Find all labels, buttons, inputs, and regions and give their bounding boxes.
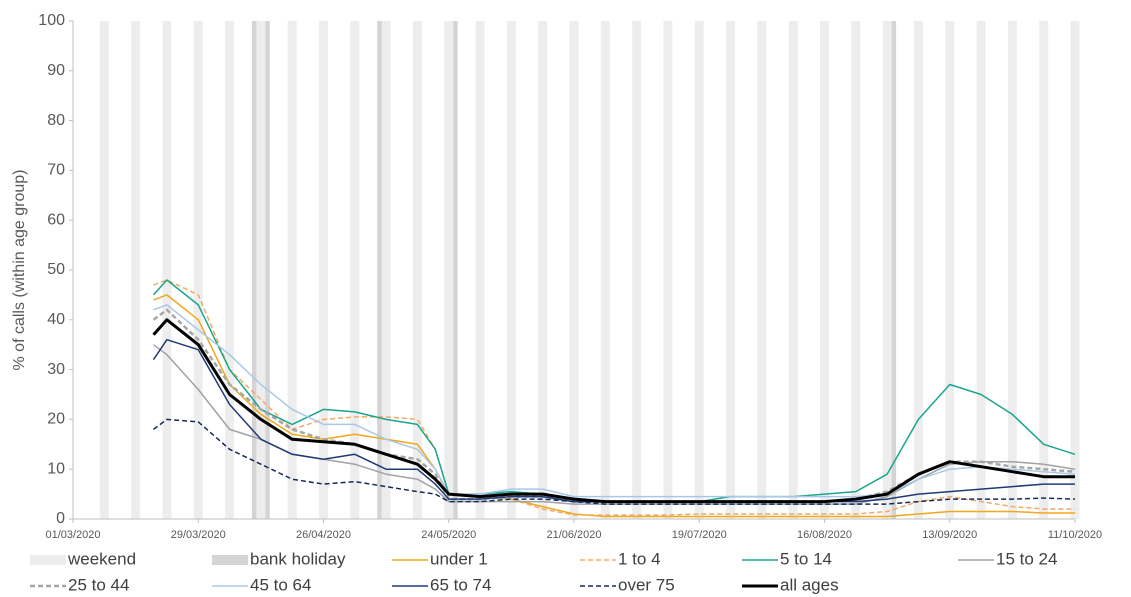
legend-label: under 1	[430, 549, 488, 568]
shade-band	[694, 21, 704, 519]
shade-band	[453, 21, 458, 519]
shade-band	[976, 21, 986, 519]
shade-band	[1039, 21, 1049, 519]
shade-band	[99, 21, 109, 519]
y-tick-label: 10	[47, 460, 65, 477]
shade-band	[569, 21, 579, 519]
shade-band	[1007, 21, 1017, 519]
shade-band	[377, 21, 382, 519]
y-tick-label: 100	[38, 12, 65, 29]
shade-band	[726, 21, 736, 519]
shade-band	[913, 21, 923, 519]
legend-label: bank holiday	[250, 549, 346, 568]
x-tick-label: 11/10/2020	[1048, 529, 1102, 541]
y-tick-label: 0	[56, 510, 65, 527]
y-tick-label: 70	[47, 162, 65, 179]
y-tick-label: 60	[47, 211, 65, 228]
x-tick-label: 24/05/2020	[421, 529, 476, 541]
shade-band	[193, 21, 203, 519]
legend-label: 65 to 74	[430, 575, 491, 594]
x-tick-label: 26/04/2020	[296, 529, 351, 541]
shade-band	[225, 21, 235, 519]
shade-band	[412, 21, 422, 519]
shade-band	[350, 21, 360, 519]
shade-band	[757, 21, 767, 519]
shade-band	[131, 21, 141, 519]
legend-label: all ages	[780, 575, 839, 594]
shade-band	[287, 21, 297, 519]
shade-band	[663, 21, 673, 519]
series-line	[153, 418, 1076, 505]
shade-band	[319, 21, 328, 519]
shade-band	[891, 21, 897, 519]
shade-band	[256, 21, 266, 519]
y-tick-label: 50	[47, 261, 65, 278]
shade-band	[882, 21, 892, 519]
shade-band	[506, 21, 516, 519]
y-tick-label: 40	[47, 311, 65, 328]
x-tick-label: 13/09/2020	[922, 529, 977, 541]
shade-band	[851, 21, 861, 519]
shade-band	[820, 21, 829, 519]
legend-label: 1 to 4	[618, 549, 661, 568]
y-tick-label: 20	[47, 411, 65, 428]
y-axis-label: % of calls (within age group)	[11, 170, 28, 371]
legend-label: 25 to 44	[68, 575, 129, 594]
shade-band	[381, 21, 391, 519]
shade-band	[444, 21, 454, 519]
shade-band	[251, 21, 257, 519]
series-line	[153, 304, 1076, 498]
shade-band	[632, 21, 642, 519]
y-tick-label: 30	[47, 361, 65, 378]
x-tick-label: 29/03/2020	[171, 529, 226, 541]
legend-label: 15 to 24	[996, 549, 1057, 568]
legend-label: over 75	[618, 575, 675, 594]
series-line	[153, 279, 1075, 516]
x-tick-label: 21/06/2020	[546, 529, 601, 541]
x-tick-label: 19/07/2020	[672, 529, 727, 541]
shade-band	[538, 21, 548, 519]
shade-band	[945, 21, 955, 519]
shade-band	[1070, 21, 1080, 519]
y-tick-label: 80	[47, 112, 65, 129]
y-tick-label: 90	[47, 62, 65, 79]
x-tick-label: 16/08/2020	[797, 529, 852, 541]
shade-band	[788, 21, 798, 519]
shade-band	[475, 21, 485, 519]
shade-band	[162, 21, 172, 519]
x-tick-label: 01/03/2020	[45, 529, 100, 541]
series-line	[152, 318, 1075, 504]
shade-band	[265, 21, 270, 519]
legend-label: 5 to 14	[780, 549, 832, 568]
legend-label: weekend	[67, 549, 136, 568]
legend-label: 45 to 64	[250, 575, 311, 594]
shade-band	[600, 21, 610, 519]
